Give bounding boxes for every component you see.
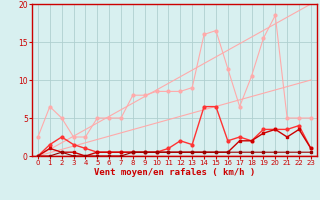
X-axis label: Vent moyen/en rafales ( km/h ): Vent moyen/en rafales ( km/h ) — [94, 168, 255, 177]
